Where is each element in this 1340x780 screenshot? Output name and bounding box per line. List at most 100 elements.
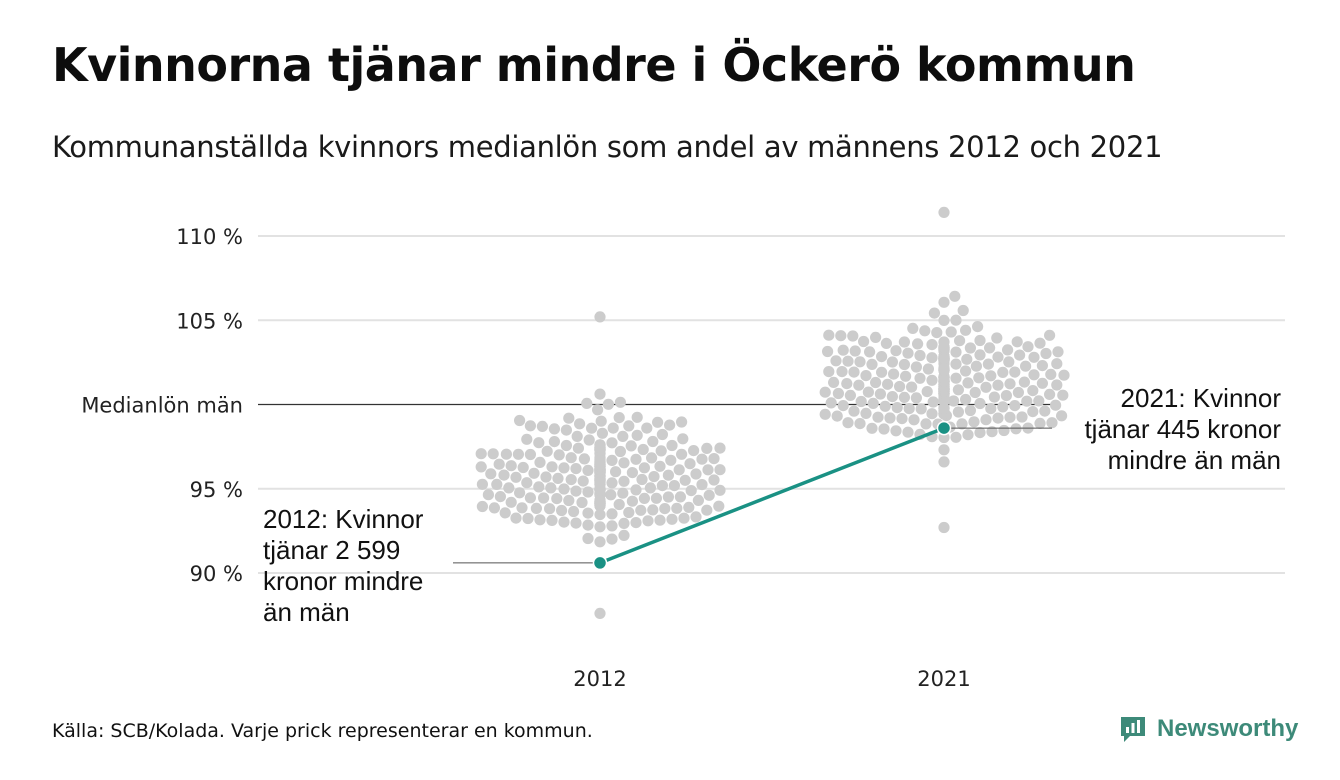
municipality-dot — [974, 334, 986, 347]
municipality-dot — [938, 444, 950, 456]
municipality-dot — [701, 504, 713, 516]
x-tick-label: 2012 — [573, 667, 626, 691]
municipality-dot — [570, 485, 582, 497]
logo-bar — [1131, 723, 1135, 733]
municipality-dot — [552, 472, 564, 484]
municipality-dot — [835, 330, 847, 342]
municipality-dot — [931, 327, 943, 339]
municipality-dot — [842, 417, 854, 429]
municipality-dot — [890, 425, 902, 437]
municipality-dot — [891, 402, 903, 414]
municipality-dot — [558, 462, 570, 474]
municipality-dot — [1033, 395, 1045, 407]
municipality-dot — [664, 419, 676, 431]
municipality-dot — [988, 391, 1001, 403]
municipality-dot — [662, 469, 675, 481]
municipality-dot — [674, 491, 687, 503]
municipality-dot — [533, 481, 545, 493]
municipality-dot — [582, 519, 594, 531]
municipality-dot — [534, 514, 546, 526]
municipality-dot — [880, 337, 893, 349]
municipality-dot — [855, 395, 867, 408]
municipality-dot — [912, 338, 924, 350]
source-note: Källa: SCB/Kolada. Varje prick represent… — [52, 720, 593, 742]
municipality-dot — [1018, 376, 1030, 388]
municipality-dot — [1011, 336, 1023, 348]
municipality-dot — [968, 416, 980, 428]
municipality-dot — [679, 474, 691, 486]
municipality-dot — [503, 482, 515, 494]
municipality-dot — [872, 411, 884, 423]
municipality-dot — [696, 479, 708, 491]
municipality-dot — [927, 396, 939, 408]
municipality-dot — [980, 414, 992, 426]
municipality-dot — [647, 504, 659, 516]
municipality-dot — [617, 487, 629, 499]
municipality-dot — [548, 436, 561, 448]
municipality-dot — [505, 460, 517, 472]
municipality-dot — [592, 404, 604, 416]
municipality-dot — [618, 475, 630, 487]
municipality-dot — [985, 370, 997, 382]
municipality-dot — [837, 344, 849, 356]
municipality-dot — [606, 533, 618, 545]
municipality-dot — [688, 445, 700, 457]
municipality-dot — [910, 392, 923, 404]
municipality-dot — [876, 351, 888, 363]
municipality-dot — [631, 429, 643, 441]
municipality-dot — [1021, 395, 1033, 407]
municipality-dot — [656, 480, 669, 492]
municipality-dot — [830, 355, 842, 367]
municipality-dot — [614, 445, 627, 458]
municipality-dot — [986, 426, 998, 438]
municipality-dot — [847, 330, 859, 342]
municipality-dot — [822, 345, 834, 358]
municipality-dot — [582, 532, 594, 545]
municipality-dot — [524, 492, 537, 504]
municipality-dot — [666, 513, 678, 525]
municipality-dot — [606, 437, 618, 449]
municipality-dot — [926, 374, 938, 386]
municipality-dot — [558, 516, 570, 528]
municipality-dot — [499, 507, 511, 519]
municipality-dot — [690, 511, 702, 523]
municipality-dot — [565, 452, 577, 464]
municipality-dot — [1027, 406, 1039, 418]
municipality-dot — [900, 370, 912, 382]
municipality-dots — [475, 206, 1070, 620]
municipality-dot — [964, 404, 977, 417]
municipality-dot — [938, 296, 950, 308]
municipality-dot — [534, 456, 546, 468]
municipality-dot — [696, 453, 708, 465]
municipality-dot — [476, 500, 488, 513]
municipality-dot — [571, 430, 583, 442]
municipality-dot — [701, 442, 713, 454]
municipality-dot — [500, 448, 512, 460]
municipality-dot — [644, 482, 657, 494]
municipality-dot — [952, 406, 965, 418]
municipality-dot — [498, 469, 510, 481]
municipality-dot — [475, 448, 487, 460]
annotation-2021: 2021: Kvinnor tjänar 445 kronor mindre än … — [1084, 383, 1281, 475]
municipality-dot — [475, 461, 487, 473]
municipality-dot — [1028, 369, 1040, 381]
municipality-dot — [848, 405, 860, 417]
municipality-dot — [708, 474, 720, 486]
municipality-dot — [831, 410, 843, 422]
municipality-dot — [1000, 390, 1013, 402]
newsworthy-logo-icon — [1121, 717, 1145, 742]
municipality-dot — [594, 311, 606, 323]
municipality-dot — [1052, 346, 1064, 358]
municipality-dot — [546, 514, 558, 527]
municipality-dot — [528, 467, 540, 479]
municipality-dot — [594, 521, 606, 533]
municipality-dot — [596, 427, 609, 439]
brand-name: Newsworthy — [1157, 715, 1299, 742]
municipality-dot — [541, 445, 553, 457]
municipality-dot — [614, 396, 627, 408]
chart-title: Kvinnorna tjänar mindre i Öckerö kommun — [52, 38, 1136, 92]
municipality-dot — [921, 386, 933, 398]
municipality-dot — [514, 414, 526, 427]
highlight-layer: 2012: Kvinnor tjänar 2 599 kronor mindre än… — [263, 383, 1281, 627]
municipality-dot — [898, 391, 911, 403]
